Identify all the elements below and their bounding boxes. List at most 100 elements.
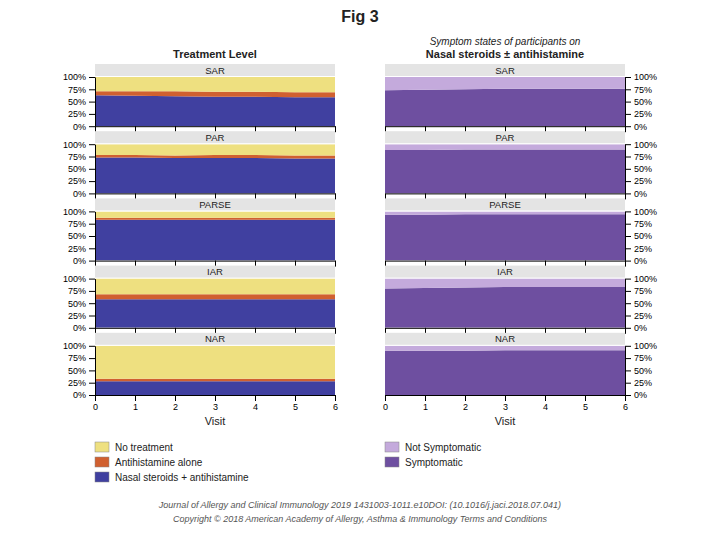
panel-title: SAR	[495, 65, 515, 76]
area	[385, 287, 625, 328]
tick-mark	[89, 395, 95, 396]
tick-mark	[625, 89, 631, 90]
tick-mark	[625, 169, 631, 170]
tick-label: 50%	[68, 366, 86, 376]
tick-mark	[89, 157, 95, 158]
tick-label: 50%	[634, 97, 652, 107]
panel: NAR01234560%25%50%75%100%Visit	[383, 333, 657, 427]
area	[385, 279, 625, 289]
tick-label: 0%	[634, 390, 647, 400]
panel: IAR0%25%50%75%100%	[63, 266, 336, 334]
tick-label: 50%	[634, 299, 652, 309]
tick-label: 6	[623, 402, 628, 412]
tick	[335, 193, 336, 199]
tick: 75%	[68, 85, 95, 95]
panel-title: IAR	[497, 266, 513, 277]
tick-mark	[625, 370, 631, 371]
tick-mark	[385, 395, 386, 401]
plot-area	[95, 279, 335, 328]
tick-label: 25%	[634, 244, 652, 254]
tick-label: 75%	[68, 286, 86, 296]
panel: NAR01234560%25%50%75%100%Visit	[63, 333, 338, 427]
tick: 100%	[63, 341, 95, 351]
tick: 75%	[625, 152, 652, 162]
tick: 75%	[68, 152, 95, 162]
tick	[335, 328, 336, 334]
tick-label: 2	[463, 402, 468, 412]
tick: 0%	[73, 189, 95, 199]
tick: 75%	[625, 85, 652, 95]
tick-label: 75%	[68, 219, 86, 229]
tick: 25%	[68, 378, 95, 388]
tick-mark	[295, 395, 296, 401]
area	[95, 155, 335, 158]
tick-mark	[95, 395, 96, 401]
tick: 0%	[625, 189, 647, 199]
panel-title: NAR	[205, 333, 225, 344]
tick: 0	[93, 395, 98, 412]
y-axis: 0%25%50%75%100%	[625, 72, 657, 131]
tick-mark	[89, 261, 95, 262]
tick-mark	[89, 102, 95, 103]
axis-domain	[95, 78, 96, 127]
tick-mark	[175, 395, 176, 401]
tick-mark	[89, 114, 95, 115]
tick-mark	[625, 383, 631, 384]
tick-label: 0	[383, 402, 388, 412]
tick-mark	[625, 114, 631, 115]
tick-label: 25%	[68, 378, 86, 388]
tick: 50%	[625, 97, 652, 107]
panel-title: PARSE	[199, 199, 231, 210]
tick: 0%	[73, 256, 95, 266]
tick-mark	[89, 279, 95, 280]
tick-label: 50%	[634, 164, 652, 174]
tick-label: 0%	[73, 323, 86, 333]
figure-title: Fig 3	[341, 8, 378, 25]
panel-title: SAR	[205, 65, 225, 76]
area	[95, 299, 335, 328]
area	[95, 157, 335, 193]
tick: 100%	[625, 207, 657, 217]
tick-mark	[89, 370, 95, 371]
tick-mark	[335, 261, 336, 267]
legend-label: No treatment	[115, 442, 173, 453]
legend: No treatmentAntihistamine aloneNasal ste…	[95, 442, 249, 483]
tick-label: 50%	[68, 231, 86, 241]
area	[95, 95, 335, 126]
column-title: Nasal steroids ± antihistamine	[426, 48, 584, 60]
legend-item: No treatment	[95, 442, 173, 453]
tick-mark	[625, 211, 631, 212]
tick: 25%	[625, 176, 652, 186]
tick: 50%	[625, 299, 652, 309]
tick: 4	[253, 395, 258, 412]
panel-strip	[385, 333, 625, 345]
tick: 100%	[625, 140, 657, 150]
tick-mark	[625, 346, 631, 347]
tick: 5	[583, 395, 588, 412]
tick: 100%	[63, 274, 95, 284]
tick-label: 75%	[68, 353, 86, 363]
tick-label: 25%	[68, 311, 86, 321]
tick-mark	[89, 303, 95, 304]
tick-label: 25%	[634, 311, 652, 321]
tick-label: 0%	[634, 189, 647, 199]
tick-mark	[335, 328, 336, 334]
tick-mark	[135, 395, 136, 401]
tick: 4	[543, 395, 548, 412]
area	[95, 346, 335, 379]
tick: 75%	[68, 219, 95, 229]
tick-label: 4	[253, 402, 258, 412]
panel-title: PARSE	[489, 199, 521, 210]
tick: 0%	[625, 256, 647, 266]
tick-label: 25%	[68, 244, 86, 254]
tick-mark	[625, 77, 631, 78]
tick-label: 100%	[634, 207, 657, 217]
tick: 25%	[625, 311, 652, 321]
tick-mark	[625, 261, 631, 262]
tick-label: 100%	[63, 341, 86, 351]
tick: 0%	[73, 390, 95, 400]
legend-item: Antihistamine alone	[95, 457, 203, 468]
tick-mark	[505, 395, 506, 401]
tick-mark	[425, 395, 426, 401]
tick-label: 100%	[63, 274, 86, 284]
